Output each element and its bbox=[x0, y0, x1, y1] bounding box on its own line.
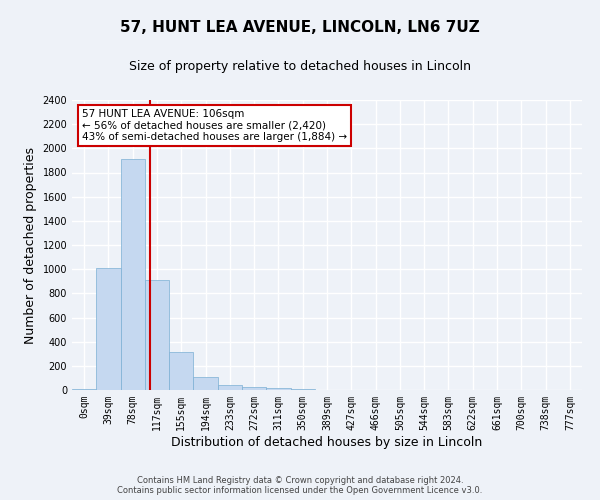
Bar bbox=[266, 388, 290, 390]
Text: 57, HUNT LEA AVENUE, LINCOLN, LN6 7UZ: 57, HUNT LEA AVENUE, LINCOLN, LN6 7UZ bbox=[120, 20, 480, 35]
Bar bbox=[242, 387, 266, 390]
Bar bbox=[121, 159, 145, 390]
Text: Contains HM Land Registry data © Crown copyright and database right 2024.
Contai: Contains HM Land Registry data © Crown c… bbox=[118, 476, 482, 495]
Bar bbox=[193, 376, 218, 390]
Bar bbox=[218, 384, 242, 390]
Text: Size of property relative to detached houses in Lincoln: Size of property relative to detached ho… bbox=[129, 60, 471, 73]
Y-axis label: Number of detached properties: Number of detached properties bbox=[24, 146, 37, 344]
Bar bbox=[169, 352, 193, 390]
Bar bbox=[145, 280, 169, 390]
Text: 57 HUNT LEA AVENUE: 106sqm
← 56% of detached houses are smaller (2,420)
43% of s: 57 HUNT LEA AVENUE: 106sqm ← 56% of deta… bbox=[82, 108, 347, 142]
Bar bbox=[72, 389, 96, 390]
Bar bbox=[96, 268, 121, 390]
X-axis label: Distribution of detached houses by size in Lincoln: Distribution of detached houses by size … bbox=[172, 436, 482, 448]
